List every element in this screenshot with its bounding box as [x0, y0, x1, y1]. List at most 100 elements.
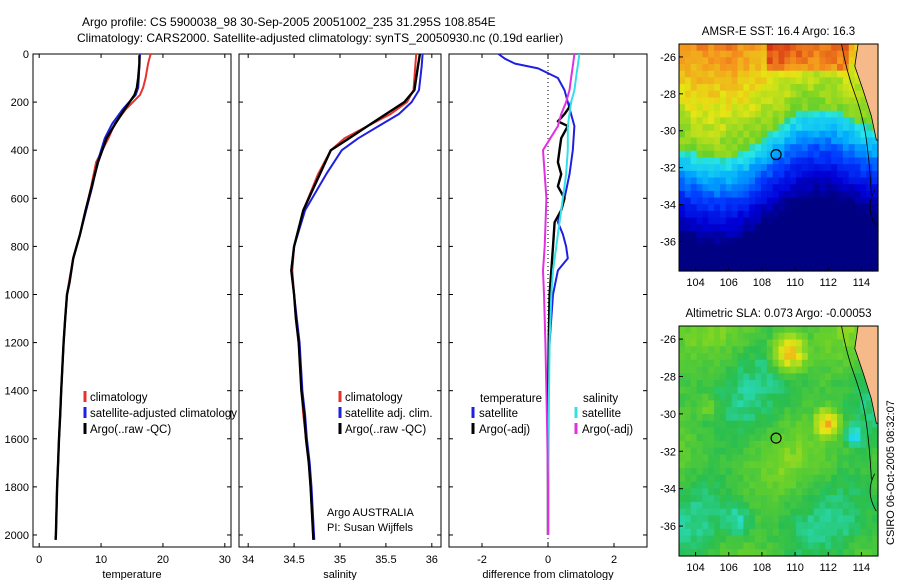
field-cell: [831, 104, 838, 112]
field-cell: [819, 164, 826, 172]
field-cell: [749, 488, 756, 496]
field-cell: [778, 380, 785, 388]
field-cell: [702, 190, 709, 199]
field-cell: [755, 359, 762, 368]
field-cell: [714, 535, 721, 544]
field-cell: [790, 447, 797, 456]
field-cell: [708, 50, 715, 58]
field-cell: [848, 84, 856, 92]
field-cell: [831, 515, 838, 523]
y-tick-label: 1400: [5, 386, 29, 398]
field-cell: [848, 535, 856, 544]
field-cell: [749, 104, 756, 112]
field-cell: [755, 184, 762, 192]
field-cell: [848, 57, 856, 65]
field-cell: [837, 528, 844, 537]
field-cell: [790, 481, 797, 489]
field-cell: [842, 522, 850, 530]
field-cell: [813, 373, 821, 381]
legend-label: Argo(..raw -QC): [345, 424, 426, 436]
x-tick-label: 106: [720, 277, 738, 289]
field-cell: [708, 413, 715, 422]
field-cell: [813, 97, 821, 105]
field-cell: [872, 515, 879, 523]
field-cell: [866, 230, 873, 239]
field-cell: [696, 90, 704, 99]
field-cell: [831, 110, 838, 119]
field-cell: [854, 210, 862, 219]
field-cell: [866, 441, 873, 449]
field-cell: [731, 380, 739, 388]
field-cell: [708, 447, 715, 456]
field-cell: [790, 373, 797, 381]
field-cell: [801, 210, 809, 219]
field-cell: [725, 501, 733, 510]
field-cell: [772, 427, 780, 435]
x-tick-label: 114: [853, 562, 871, 574]
field-cell: [807, 407, 815, 415]
field-cell: [737, 420, 744, 429]
field-cell: [696, 110, 704, 119]
field-cell: [807, 542, 815, 550]
field-cell: [813, 184, 821, 192]
field-cell: [708, 250, 715, 259]
field-cell: [872, 535, 879, 544]
field-cell: [690, 217, 698, 225]
field-cell: [854, 359, 862, 368]
field-cell: [813, 508, 821, 517]
field-cell: [737, 124, 744, 132]
field-cell: [760, 373, 768, 381]
field-cell: [731, 528, 739, 537]
field-cell: [743, 137, 750, 145]
field-cell: [690, 97, 698, 105]
field-cell: [766, 380, 774, 388]
field-cell: [737, 474, 744, 483]
field-cell: [766, 549, 774, 557]
field-cell: [755, 474, 762, 483]
field-cell: [784, 230, 791, 239]
field-cell: [813, 346, 821, 354]
field-cell: [837, 366, 844, 374]
field-cell: [702, 400, 709, 408]
field-cell: [831, 177, 838, 185]
field-cell: [813, 90, 821, 99]
field-cell: [684, 420, 692, 429]
field-cell: [755, 170, 762, 179]
field-cell: [714, 501, 721, 510]
field-cell: [702, 427, 709, 435]
field-cell: [766, 353, 774, 361]
field-cell: [708, 130, 715, 139]
field-cell: [772, 104, 780, 112]
field-cell: [842, 230, 850, 239]
field-cell: [778, 257, 785, 265]
field-cell: [825, 190, 832, 199]
field-cell: [725, 217, 733, 225]
field-cell: [819, 177, 826, 185]
field-cell: [784, 386, 791, 395]
field-cell: [679, 332, 686, 341]
field-cell: [684, 386, 692, 395]
field-cell: [679, 326, 686, 334]
field-cell: [837, 144, 844, 152]
field-cell: [731, 210, 739, 219]
field-cell: [737, 522, 744, 530]
field-cell: [743, 495, 750, 503]
field-cell: [801, 528, 809, 537]
field-cell: [837, 104, 844, 112]
field-cell: [679, 264, 686, 272]
field-cell: [743, 150, 750, 159]
field-cell: [778, 170, 785, 179]
field-cell: [784, 144, 791, 152]
field-cell: [696, 508, 704, 517]
field-cell: [708, 393, 715, 402]
field-cell: [819, 400, 826, 408]
field-cell: [801, 57, 809, 65]
field-cell: [837, 224, 844, 232]
field-cell: [807, 441, 815, 449]
field-cell: [684, 427, 692, 435]
field-cell: [679, 535, 686, 544]
field-cell: [819, 386, 826, 395]
field-cell: [807, 170, 815, 179]
field-cell: [696, 190, 704, 199]
field-cell: [725, 184, 733, 192]
